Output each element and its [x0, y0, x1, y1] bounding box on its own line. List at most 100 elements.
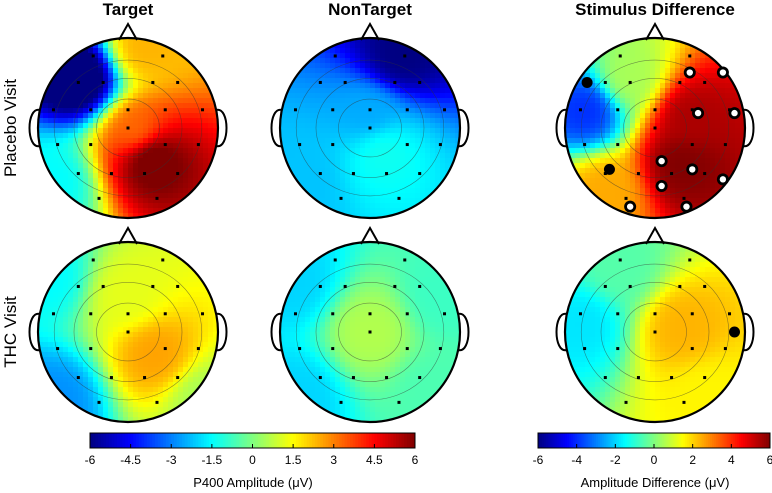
heat-cell: [63, 63, 69, 69]
electrode-marker: [163, 347, 167, 351]
heat-cell: [400, 73, 406, 79]
heat-cell: [133, 83, 139, 89]
heat-cell: [360, 98, 366, 104]
heat-cell: [640, 188, 646, 194]
heat-cell: [355, 252, 361, 258]
heat-cell: [435, 163, 441, 169]
heat-cell: [143, 297, 149, 303]
heat-cell: [355, 257, 361, 263]
heat-cell: [103, 327, 109, 333]
heat-cell: [183, 267, 189, 273]
heat-cell: [655, 128, 661, 134]
heat-cell: [395, 188, 401, 194]
heat-cell: [98, 58, 104, 64]
heat-cell: [355, 133, 361, 139]
heat-cell: [108, 327, 114, 333]
heat-cell: [725, 158, 731, 164]
heat-cell: [188, 372, 194, 378]
heat-cell: [93, 78, 99, 84]
heat-cell: [113, 352, 119, 358]
heat-cell: [123, 128, 129, 134]
heat-cell: [88, 118, 94, 124]
heat-cell: [600, 108, 606, 114]
heat-cell: [730, 83, 736, 89]
heat-cell: [365, 143, 371, 149]
heat-cell: [665, 203, 671, 209]
heat-cell: [440, 173, 446, 179]
heat-cell: [680, 143, 686, 149]
heat-cell: [73, 88, 79, 94]
heat-cell: [143, 312, 149, 318]
heat-cell: [345, 178, 351, 184]
heat-cell: [148, 362, 154, 368]
heat-cell: [410, 123, 416, 129]
heat-cell: [63, 327, 69, 333]
heat-cell: [570, 78, 576, 84]
heat-cell: [590, 128, 596, 134]
heat-cell: [365, 198, 371, 204]
heat-cell: [103, 312, 109, 318]
heat-cell: [320, 108, 326, 114]
heat-cell: [188, 98, 194, 104]
heat-cell: [168, 287, 174, 293]
heat-cell: [295, 287, 301, 293]
heat-cell: [178, 148, 184, 154]
heat-cell: [78, 362, 84, 368]
head-outline: [278, 36, 462, 220]
heat-cell: [128, 178, 134, 184]
heat-cell: [193, 78, 199, 84]
heat-cell: [123, 63, 129, 69]
heat-cell: [108, 198, 114, 204]
heat-cell: [98, 163, 104, 169]
heat-cell: [310, 88, 316, 94]
heat-cell: [68, 93, 74, 99]
heat-cell: [690, 48, 696, 54]
heat-cell: [340, 208, 346, 214]
heat-cell: [415, 178, 421, 184]
heat-cell: [83, 128, 89, 134]
heat-cell: [330, 103, 336, 109]
heat-cell: [173, 108, 179, 114]
heat-cell: [370, 123, 376, 129]
heat-cell: [123, 38, 129, 44]
heat-cell: [360, 183, 366, 189]
heat-cell: [400, 83, 406, 89]
heat-cell: [158, 198, 164, 204]
heat-cell: [183, 128, 189, 134]
heat-cell: [590, 133, 596, 139]
heat-cell: [590, 78, 596, 84]
heat-cell: [430, 83, 436, 89]
heat-cell: [700, 78, 706, 84]
heat-cell: [148, 337, 154, 343]
heat-cell: [63, 257, 69, 263]
heat-cell: [670, 93, 676, 99]
heat-cell: [198, 302, 204, 308]
heat-cell: [123, 317, 129, 323]
heat-cell: [310, 173, 316, 179]
heat-cell: [605, 183, 611, 189]
heat-cell: [365, 267, 371, 273]
heat-cell: [320, 83, 326, 89]
heat-cell: [375, 282, 381, 288]
heat-cell: [685, 148, 691, 154]
heat-cell: [350, 242, 356, 248]
heat-cell: [98, 93, 104, 99]
heat-cell: [355, 163, 361, 169]
heat-cell: [148, 367, 154, 373]
heat-cell: [430, 158, 436, 164]
heat-cell: [68, 108, 74, 114]
heat-cell: [355, 118, 361, 124]
heat-cell: [635, 143, 641, 149]
heat-cell: [103, 103, 109, 109]
heat-cell: [385, 133, 391, 139]
heat-cell: [163, 158, 169, 164]
heat-cell: [405, 193, 411, 199]
heat-cell: [83, 337, 89, 343]
right-ear-outline: [457, 108, 470, 148]
heat-cell: [385, 267, 391, 273]
heat-cell: [193, 158, 199, 164]
heat-cell: [725, 78, 731, 84]
heat-cell: [173, 317, 179, 323]
heat-cell: [53, 158, 59, 164]
heat-cell: [715, 143, 721, 149]
